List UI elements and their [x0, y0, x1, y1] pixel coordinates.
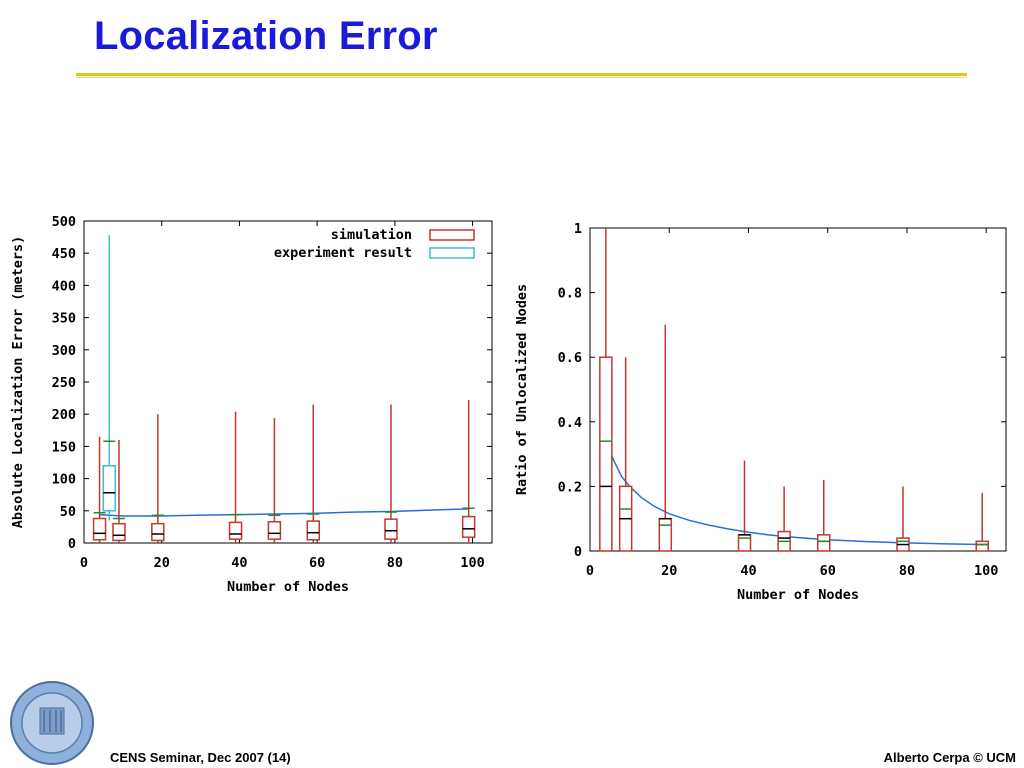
y-tick-label: 0: [574, 544, 582, 560]
x-tick-label: 20: [661, 563, 677, 579]
footer-seminar: CENS Seminar, Dec 2007 (14): [110, 750, 291, 765]
footer-author: Alberto Cerpa © UCM: [883, 750, 1016, 765]
legend-swatch: [429, 229, 475, 241]
y-tick-label: 0.2: [558, 479, 582, 495]
legend-label: experiment result: [274, 245, 412, 261]
x-tick-label: 0: [80, 555, 88, 571]
y-tick-label: 250: [52, 375, 76, 391]
x-tick-label: 60: [309, 555, 325, 571]
x-tick-label: 80: [387, 555, 403, 571]
box: [92, 517, 107, 541]
x-tick-label: 100: [460, 555, 484, 571]
y-tick-label: 150: [52, 439, 76, 455]
y-tick-label: 200: [52, 407, 76, 423]
legend-swatch: [429, 247, 475, 259]
box: [658, 517, 673, 552]
x-axis-label: Number of Nodes: [227, 579, 349, 595]
box: [151, 522, 165, 542]
box: [975, 540, 989, 552]
x-tick-label: 20: [154, 555, 170, 571]
y-tick-label: 1: [574, 221, 582, 237]
box: [461, 515, 476, 538]
y-tick-label: 50: [60, 504, 76, 520]
x-tick-label: 0: [586, 563, 594, 579]
y-tick-label: 300: [52, 343, 76, 359]
box: [102, 464, 117, 512]
localization-error-chart: 0 50 100 150 200 250 300 350 400 450 500 0 20 40 60 80 1…: [10, 214, 493, 595]
y-tick-label: 0: [68, 536, 76, 552]
university-seal-logo: [10, 681, 94, 765]
x-tick-label: 40: [740, 563, 756, 579]
box: [817, 534, 831, 552]
x-tick-label: 80: [899, 563, 915, 579]
box: [599, 356, 613, 552]
box: [228, 521, 243, 540]
box: [737, 534, 752, 552]
title-underline: [76, 73, 967, 76]
x-tick-label: 60: [820, 563, 836, 579]
plot-frame: [589, 227, 1007, 552]
y-tick-label: 500: [52, 214, 76, 230]
y-tick-label: 100: [52, 472, 76, 488]
y-tick-label: 0.6: [558, 350, 582, 366]
y-tick-label: 450: [52, 246, 76, 262]
box: [306, 520, 321, 541]
y-tick-label: 350: [52, 311, 76, 327]
y-tick-label: 0.4: [558, 415, 582, 431]
title-underline-thin: [76, 77, 967, 78]
legend-label: simulation: [331, 227, 412, 243]
unlocalized-ratio-chart: 0 0.2 0.4 0.6 0.8 1 0 20 40 60 80 100 Number of Node…: [514, 221, 1007, 603]
plot-frame: [83, 220, 493, 544]
box: [384, 518, 398, 540]
y-tick-label: 400: [52, 278, 76, 294]
y-axis-label: Absolute Localization Error (meters): [10, 236, 26, 529]
y-tick-label: 0.8: [558, 286, 582, 302]
box: [112, 522, 126, 542]
x-tick-label: 40: [231, 555, 247, 571]
slide-title: Localization Error: [94, 14, 438, 58]
x-tick-label: 100: [974, 563, 998, 579]
y-axis-label: Ratio of Unlocalized Nodes: [514, 284, 530, 495]
box: [267, 520, 282, 540]
x-axis-label: Number of Nodes: [737, 587, 859, 603]
